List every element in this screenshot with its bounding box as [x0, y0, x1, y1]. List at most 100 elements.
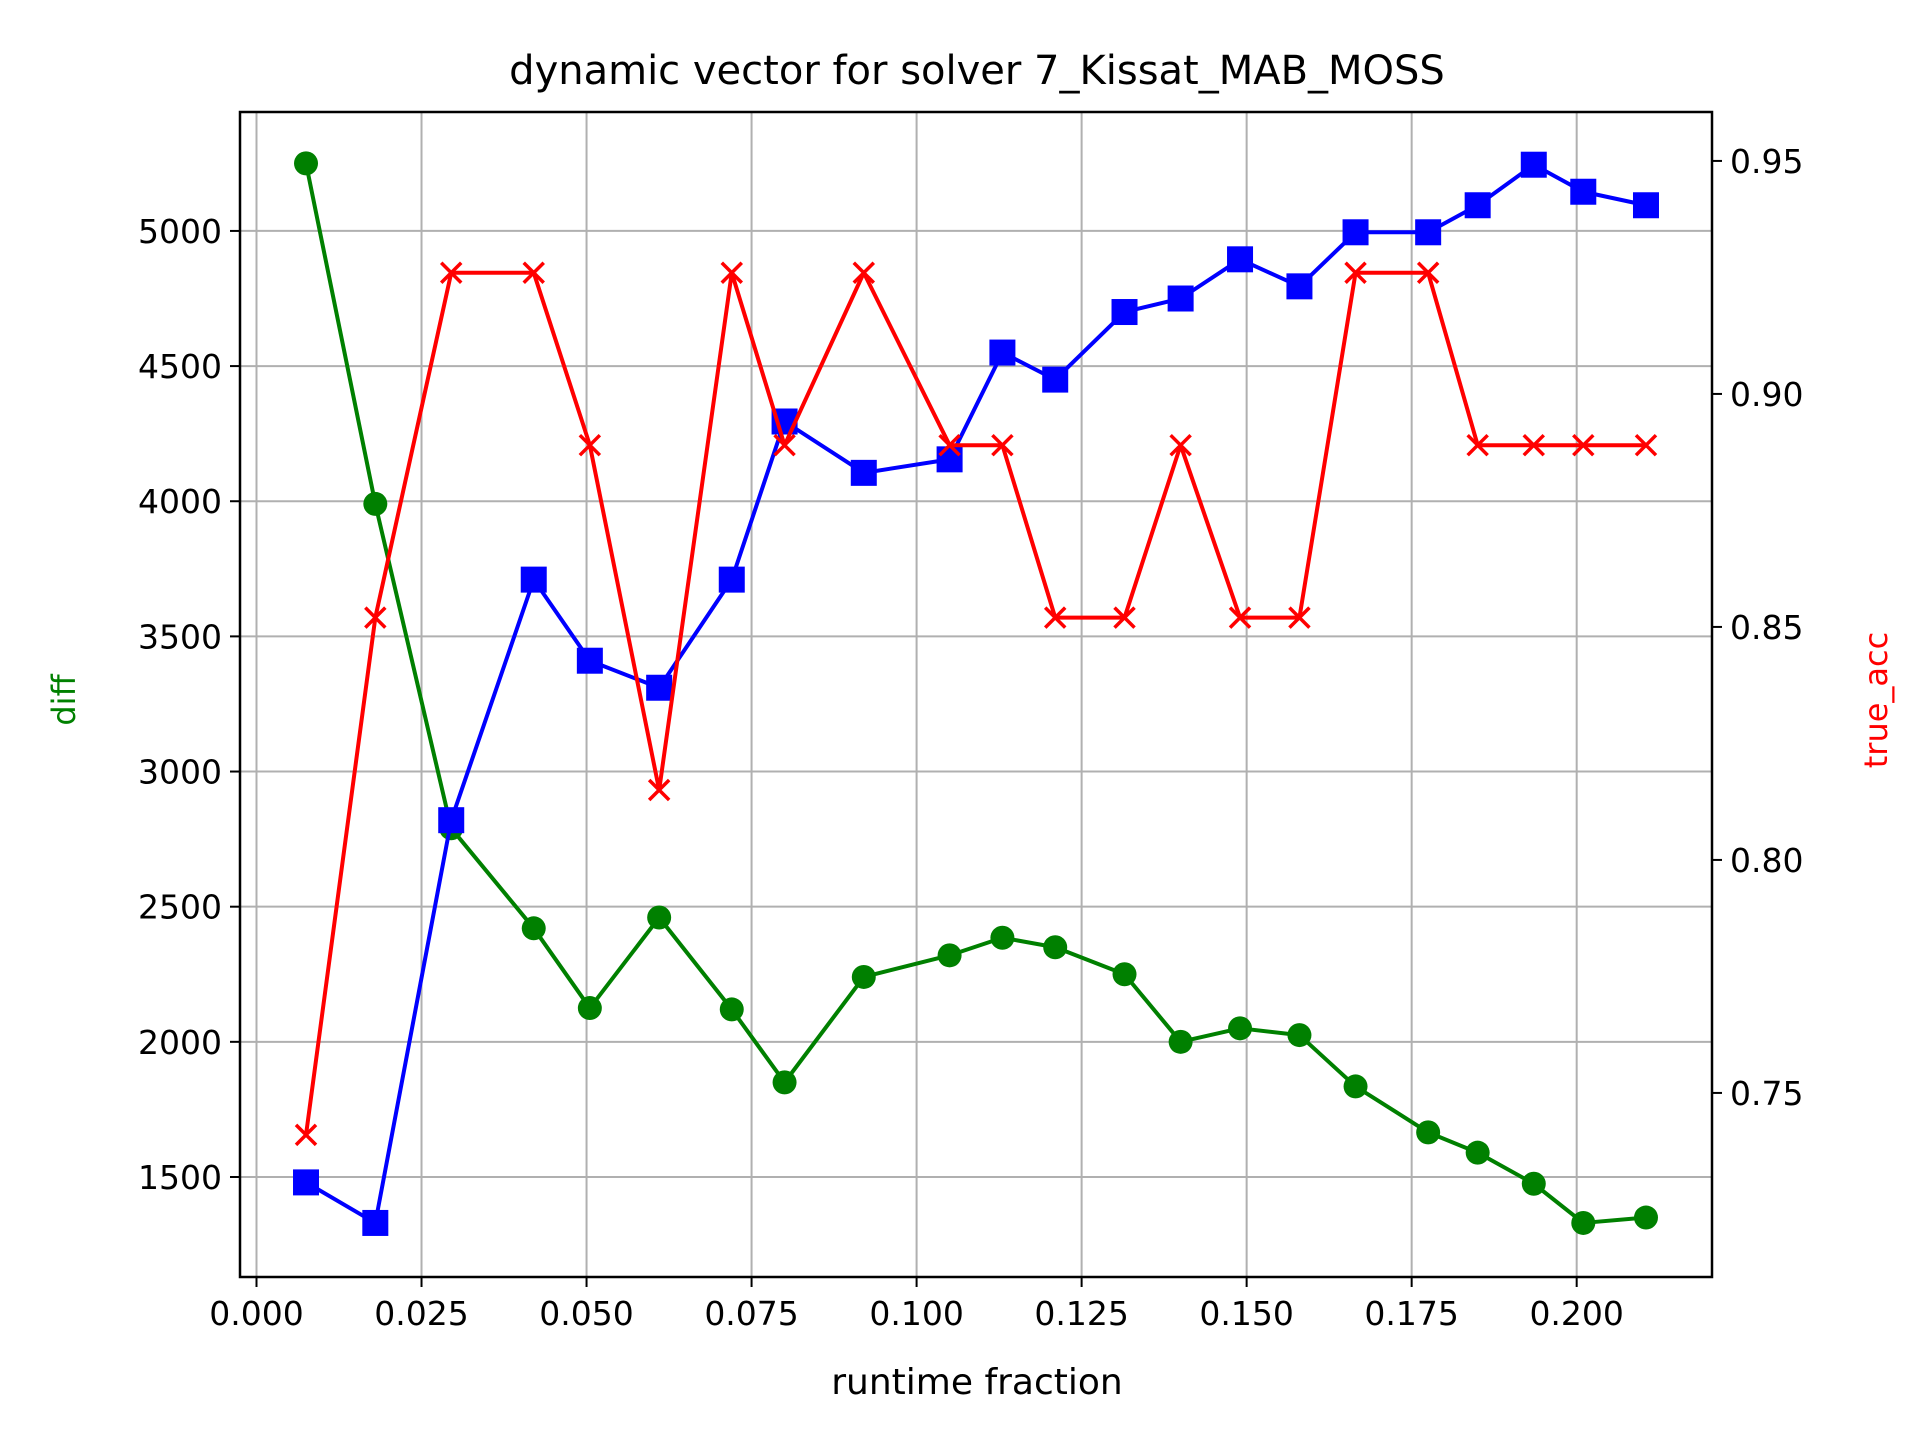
data-point — [1227, 246, 1254, 273]
data-point — [1042, 366, 1069, 393]
data-point — [1343, 1074, 1368, 1099]
data-point — [1634, 433, 1658, 457]
data-point — [1043, 935, 1068, 960]
data-point — [362, 1209, 389, 1236]
data-point — [852, 261, 876, 285]
data-point — [647, 778, 671, 802]
x-tick-label: 0.075 — [704, 1294, 798, 1333]
data-point — [718, 566, 745, 593]
data-point — [1228, 1016, 1253, 1041]
grid-lines — [240, 112, 1712, 1277]
data-point — [719, 997, 744, 1022]
y-left-tick-label: 5000 — [138, 212, 222, 251]
chart-title: dynamic vector for solver 7_Kissat_MAB_M… — [509, 48, 1445, 94]
data-point — [1043, 606, 1067, 629]
data-point — [577, 996, 602, 1021]
data-point — [576, 647, 603, 674]
series-line-1 — [304, 162, 1647, 1225]
y-left-tick-label: 2500 — [138, 888, 222, 927]
data-point — [293, 1169, 320, 1196]
data-point — [294, 1123, 318, 1147]
data-point — [439, 261, 463, 285]
data-point — [438, 807, 465, 834]
data-point — [1111, 299, 1138, 326]
x-tick-label: 0.125 — [1034, 1294, 1128, 1333]
data-point — [647, 905, 672, 930]
data-point — [938, 433, 961, 457]
x-tick-label: 0.150 — [1199, 1294, 1293, 1333]
data-point — [294, 151, 319, 176]
data-point — [1416, 261, 1440, 285]
data-point — [1169, 433, 1192, 457]
x-tick-label: 0.050 — [539, 1294, 633, 1333]
data-point — [578, 433, 602, 457]
data-point — [521, 916, 546, 941]
y-right-tick-label: 0.80 — [1730, 841, 1803, 880]
y-left-tick-label: 3000 — [138, 753, 222, 792]
data-point — [1572, 433, 1595, 457]
plot-frame — [238, 110, 1714, 1279]
data-point — [1415, 219, 1442, 246]
y-left-tick-label: 1500 — [138, 1158, 222, 1197]
data-point — [1464, 192, 1491, 219]
data-point — [1521, 1171, 1546, 1196]
data-point — [1112, 962, 1137, 987]
data-point — [1288, 606, 1311, 629]
x-axis-label: runtime fraction — [831, 1362, 1123, 1403]
data-point — [990, 925, 1015, 950]
y-left-tick-label: 3500 — [138, 617, 222, 656]
data-point — [364, 606, 387, 629]
data-point — [1167, 285, 1194, 312]
data-point — [851, 964, 876, 989]
data-point — [773, 433, 796, 457]
data-point — [1287, 1023, 1312, 1048]
data-point — [1633, 1205, 1658, 1230]
data-point — [772, 1070, 797, 1095]
data-series — [293, 151, 1659, 1236]
data-point — [1571, 1210, 1596, 1235]
y-axis-left-label: diff — [45, 673, 83, 725]
data-point — [1520, 151, 1547, 178]
y-right-tick-label: 0.90 — [1730, 375, 1803, 414]
data-point — [720, 261, 744, 285]
data-point — [1522, 433, 1546, 457]
data-point — [1113, 606, 1136, 629]
y-right-tick-label: 0.85 — [1730, 608, 1803, 647]
data-point — [522, 261, 545, 285]
data-point — [937, 943, 962, 968]
data-point — [850, 459, 877, 486]
data-point — [1344, 261, 1367, 285]
x-tick-label: 0.100 — [869, 1294, 963, 1333]
x-tick-label: 0.175 — [1364, 1294, 1458, 1333]
data-point — [1570, 178, 1597, 205]
y-left-tick-label: 4500 — [138, 347, 222, 386]
data-point — [1465, 1140, 1490, 1165]
data-point — [1342, 219, 1369, 246]
y-right-tick-label: 0.95 — [1730, 142, 1803, 181]
x-tick-label: 0.025 — [374, 1294, 468, 1333]
data-point — [936, 446, 963, 473]
data-point — [363, 491, 388, 516]
data-point — [1168, 1029, 1193, 1054]
data-point — [1228, 606, 1252, 629]
y-right-tick-label: 0.75 — [1730, 1074, 1803, 1113]
y-left-tick-label: 2000 — [138, 1023, 222, 1062]
data-point — [991, 433, 1014, 457]
x-tick-label: 0.000 — [209, 1294, 303, 1333]
data-point — [520, 566, 547, 593]
y-left-tick-label: 4000 — [138, 482, 222, 521]
data-point — [1416, 1120, 1441, 1145]
series-line-0 — [304, 162, 1647, 1225]
axes: 0.000 0.025 0.050 0.075 0.100 0.125 0.150 0.175… — [138, 110, 1803, 1333]
data-point — [1466, 433, 1489, 457]
data-point — [1632, 192, 1659, 219]
series-line-2 — [304, 270, 1646, 1136]
data-point — [989, 339, 1016, 366]
y-axis-right-label: true_acc — [1857, 632, 1895, 768]
data-point — [1286, 273, 1313, 300]
x-tick-label: 0.200 — [1529, 1294, 1623, 1333]
data-point — [646, 674, 673, 701]
